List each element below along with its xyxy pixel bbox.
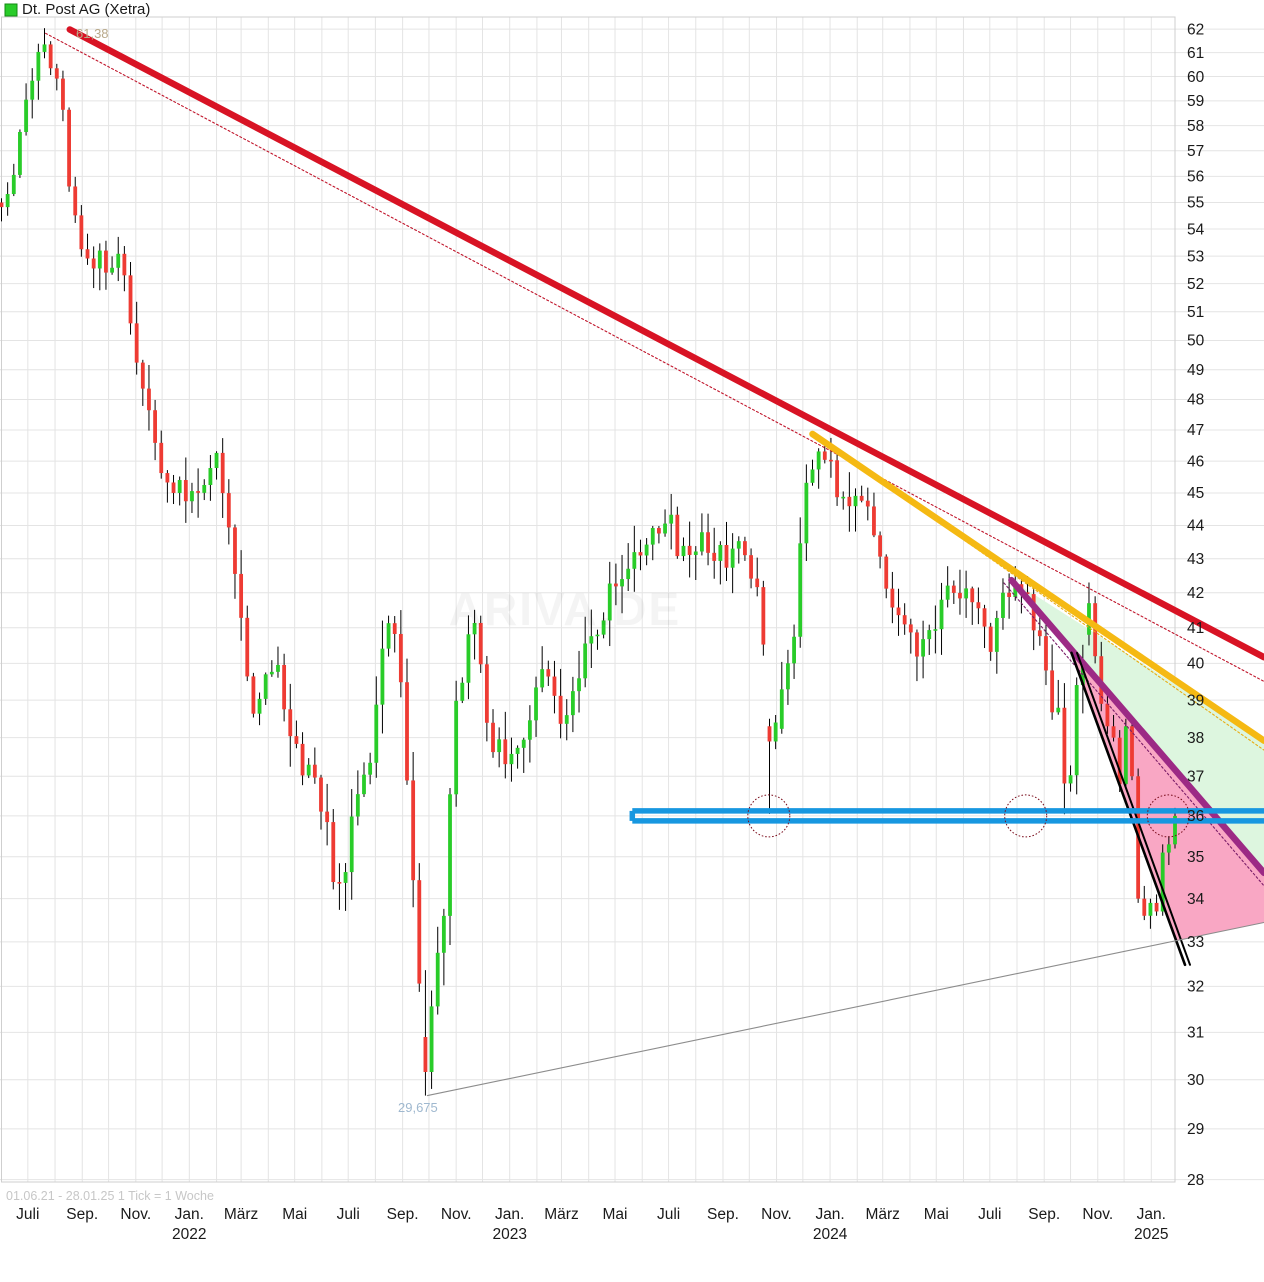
svg-text:30: 30 (1187, 1072, 1205, 1089)
svg-text:29,675: 29,675 (398, 1100, 438, 1115)
svg-text:Nov.: Nov. (441, 1206, 472, 1223)
svg-text:61,38: 61,38 (76, 26, 109, 41)
svg-text:März: März (865, 1206, 899, 1223)
svg-text:59: 59 (1187, 93, 1204, 110)
svg-text:35: 35 (1187, 849, 1204, 866)
svg-text:50: 50 (1187, 333, 1205, 350)
svg-text:62: 62 (1187, 21, 1204, 38)
svg-text:57: 57 (1187, 143, 1204, 160)
svg-text:Sep.: Sep. (66, 1206, 98, 1223)
svg-text:Nov.: Nov. (761, 1206, 792, 1223)
svg-text:45: 45 (1187, 485, 1204, 502)
svg-text:55: 55 (1187, 195, 1204, 212)
svg-text:Sep.: Sep. (707, 1206, 739, 1223)
svg-text:29: 29 (1187, 1121, 1204, 1138)
svg-text:Juli: Juli (337, 1206, 360, 1223)
svg-text:01.06.21 - 28.01.25 1 Tick =: 01.06.21 - 28.01.25 1 Tick = 1 Woche (6, 1189, 214, 1203)
svg-text:54: 54 (1187, 221, 1205, 238)
svg-text:33: 33 (1187, 934, 1204, 951)
svg-text:Mai: Mai (282, 1206, 307, 1223)
svg-text:Nov.: Nov. (1082, 1206, 1113, 1223)
svg-text:Jan.: Jan. (815, 1206, 844, 1223)
svg-text:51: 51 (1187, 304, 1204, 321)
svg-text:März: März (544, 1206, 578, 1223)
svg-text:49: 49 (1187, 362, 1204, 379)
svg-text:38: 38 (1187, 730, 1204, 747)
svg-text:58: 58 (1187, 118, 1204, 135)
svg-text:Mai: Mai (603, 1206, 628, 1223)
svg-text:34: 34 (1187, 891, 1205, 908)
svg-text:56: 56 (1187, 169, 1204, 186)
svg-text:Sep.: Sep. (1028, 1206, 1060, 1223)
svg-text:Juli: Juli (16, 1206, 39, 1223)
svg-text:52: 52 (1187, 276, 1204, 293)
svg-text:ARIVA.DE: ARIVA.DE (449, 583, 681, 635)
svg-text:Mai: Mai (924, 1206, 949, 1223)
svg-text:53: 53 (1187, 248, 1204, 265)
svg-text:28: 28 (1187, 1172, 1204, 1189)
svg-text:46: 46 (1187, 453, 1204, 470)
svg-text:44: 44 (1187, 518, 1205, 535)
svg-text:37: 37 (1187, 769, 1204, 786)
svg-text:61: 61 (1187, 45, 1204, 62)
svg-text:42: 42 (1187, 585, 1204, 602)
svg-text:41: 41 (1187, 620, 1204, 637)
svg-text:31: 31 (1187, 1025, 1204, 1042)
svg-text:Sep.: Sep. (387, 1206, 419, 1223)
svg-text:Juli: Juli (978, 1206, 1001, 1223)
svg-text:Jan.: Jan. (495, 1206, 524, 1223)
svg-text:2023: 2023 (492, 1226, 526, 1243)
svg-text:32: 32 (1187, 979, 1204, 996)
svg-text:2025: 2025 (1134, 1226, 1168, 1243)
svg-text:40: 40 (1187, 656, 1205, 673)
svg-text:Jan.: Jan. (175, 1206, 204, 1223)
svg-text:36: 36 (1187, 808, 1204, 825)
svg-text:Jan.: Jan. (1137, 1206, 1166, 1223)
svg-text:43: 43 (1187, 551, 1204, 568)
svg-text:47: 47 (1187, 422, 1204, 439)
svg-text:60: 60 (1187, 69, 1205, 86)
svg-text:2024: 2024 (813, 1226, 848, 1243)
svg-text:2022: 2022 (172, 1226, 206, 1243)
svg-text:48: 48 (1187, 392, 1204, 409)
svg-text:Nov.: Nov. (120, 1206, 151, 1223)
svg-text:Dt. Post AG (Xetra): Dt. Post AG (Xetra) (22, 1, 150, 18)
svg-text:39: 39 (1187, 692, 1204, 709)
svg-text:März: März (224, 1206, 258, 1223)
svg-text:Juli: Juli (657, 1206, 680, 1223)
